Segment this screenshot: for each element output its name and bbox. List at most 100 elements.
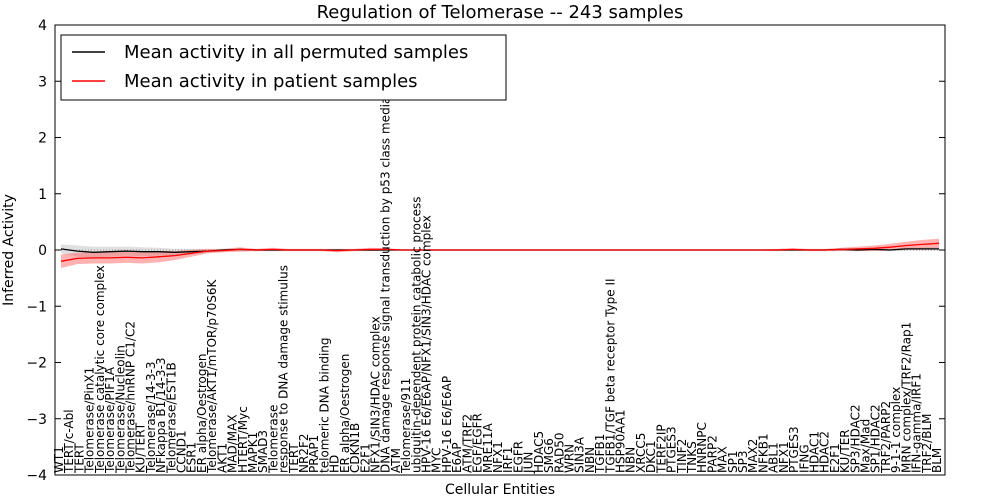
y-tick-label: −1: [26, 299, 47, 315]
y-axis: −4 −3 −2 −1 0 1 2 3 4: [26, 18, 945, 484]
category-label: XRCC5: [634, 433, 648, 473]
legend: Mean activity in all permuted samples Me…: [60, 34, 507, 101]
category-label: Telomerase/hnRNP C1/C2: [124, 321, 138, 474]
x-axis-label: Cellular Entities: [445, 482, 555, 498]
category-label: ABL1: [767, 442, 781, 473]
category-label: E6AP: [450, 442, 464, 473]
patient-mean-line: [60, 242, 940, 262]
category-label: ER alpha/Oestrogen: [338, 354, 352, 473]
legend-label-permuted: Mean activity in all permuted samples: [124, 42, 468, 63]
category-label: TGFB1/TGF beta receptor Type II: [603, 278, 617, 474]
legend-label-patient: Mean activity in patient samples: [124, 71, 418, 92]
category-label: MAX: [716, 446, 730, 473]
category-label: Telomerase/PIF1A: [103, 366, 117, 474]
category-label: ESR1: [185, 442, 199, 473]
category-label: Telomerase/PinX1: [83, 367, 97, 474]
category-label: KU/TER: [838, 429, 852, 473]
category-label: TINF2: [675, 439, 689, 474]
category-label: ATM: [389, 448, 403, 473]
category-label: HPV-16 E6/E6AP: [440, 376, 454, 473]
category-label: TERT: [72, 443, 86, 474]
category-label: SMAD3: [256, 430, 270, 473]
category-label: HSP90AA1: [614, 409, 628, 473]
category-label: DNA damage response signal transduction …: [379, 80, 393, 473]
category-label: HTERT/Myc: [236, 406, 250, 473]
y-tick-label: 4: [38, 18, 47, 34]
category-label: TRF2/PARP2: [879, 401, 893, 474]
y-tick-label: 2: [38, 131, 47, 147]
category-label: NFX1/SIN3/HDAC complex: [369, 316, 383, 473]
category-label: RAD50: [552, 432, 566, 473]
category-label: KU/TERT: [134, 422, 148, 473]
category-label: PTGES3: [787, 426, 801, 473]
category-label: NBN: [583, 447, 597, 473]
category-label: SP1/HDAC2: [869, 404, 883, 473]
category-label: MAD/MAX: [226, 414, 240, 473]
category-label: Telomerase/AKT1/mTOR/p70S6K: [205, 278, 219, 474]
y-tick-label: 0: [38, 243, 47, 259]
category-label: HNRNPC: [695, 422, 709, 473]
category-label: DKC1: [644, 440, 658, 472]
y-tick-label: 1: [38, 187, 47, 203]
category-label: Telomerase/EST1B: [164, 362, 178, 474]
category-label: IFN-gamma/IRF1: [910, 373, 924, 473]
category-label: E2F1: [828, 443, 842, 473]
category-label: MAX2: [746, 439, 760, 473]
plot-area: [55, 238, 945, 268]
category-label: AKT1: [215, 443, 229, 473]
category-label: BLM: [930, 448, 944, 473]
category-label: PTGES3: [665, 426, 679, 473]
y-tick-label: −2: [26, 356, 47, 372]
category-label: Telomerase: [266, 405, 280, 474]
y-axis-label: Inferred Activity: [1, 194, 17, 306]
category-label: response to DNA damage stimulus: [277, 265, 291, 473]
category-label: TERT: [287, 443, 301, 474]
category-label: PRAP1: [307, 435, 321, 473]
category-label: CDKN1B: [348, 423, 362, 473]
category-label: MAPK1: [246, 432, 260, 473]
category-label: NFX1: [777, 441, 791, 473]
y-tick-label: −4: [26, 468, 47, 484]
category-label: ubiquitin-dependent protein catabolic pr…: [409, 197, 423, 473]
category-label: HDAC1: [808, 431, 822, 473]
category-label: NR2F2: [297, 433, 311, 473]
category-label: HPV-16 E6/E6AP/NFX1/SIN3/HDAC complex: [420, 215, 434, 473]
category-label: TERF2IP: [654, 424, 668, 474]
category-label: Telomerase/14-3-3: [144, 361, 158, 474]
category-label: WRN: [563, 444, 577, 473]
category-label: NFKB1: [756, 433, 770, 473]
category-label: PARP2: [705, 435, 719, 473]
category-label: HDAC2: [818, 431, 832, 473]
category-label: TRF2/BLM: [920, 413, 934, 474]
category-label: NFX1: [491, 441, 505, 473]
category-label: HD: [328, 455, 342, 473]
y-tick-label: −3: [26, 412, 47, 428]
category-label: JUN: [522, 452, 536, 474]
category-label: SIN3A: [573, 436, 587, 473]
category-label: E2F1: [358, 443, 372, 473]
category-label: ER alpha/Oestrogen: [195, 354, 209, 473]
category-labels: WT1TERT/c-AblTERTTelomerase/PinX1Telomer…: [52, 80, 944, 474]
category-label: NFkappa B1/14-3-3: [154, 358, 168, 473]
category-label: IFNG: [797, 444, 811, 473]
category-label: IRF1: [501, 447, 515, 473]
category-label: SP3: [736, 450, 750, 473]
category-label: Max/Mad: [859, 419, 873, 473]
category-label: TERT/c-Abl: [62, 409, 76, 474]
category-label: 9-1-1 complex: [889, 387, 903, 473]
category-label: TGFB1: [593, 434, 607, 474]
category-label: MRN complex/TRF2/Rap1: [899, 322, 913, 473]
category-label: SP3/HDAC2: [848, 404, 862, 473]
category-label: MYC: [430, 448, 444, 473]
category-label: telomeric DNA binding: [317, 337, 331, 473]
category-label: TNKS: [685, 441, 699, 474]
legend-box: [60, 34, 507, 101]
chart-title: Regulation of Telomerase -- 243 samples: [317, 2, 684, 23]
category-label: SMG6: [542, 438, 556, 473]
category-label: Telomerase/911: [399, 378, 413, 474]
category-label: Telomerase/Nucleolin: [113, 345, 127, 474]
category-label: Telomerase catalytic core complex: [93, 265, 107, 474]
category-label: SP1: [726, 450, 740, 473]
category-label: HDAC5: [532, 431, 546, 473]
